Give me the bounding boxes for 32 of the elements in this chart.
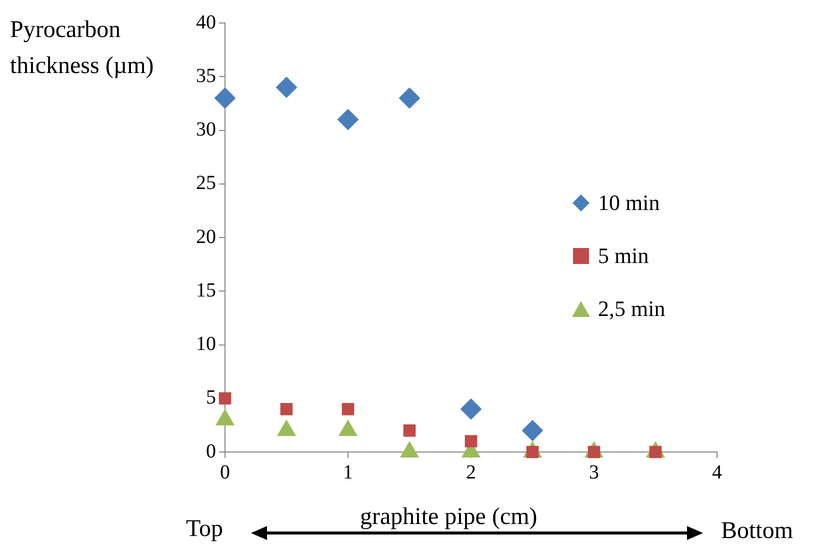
x-tick-label: 2 xyxy=(466,461,476,484)
y-tick-label: 40 xyxy=(196,11,216,34)
x-tick-label: 3 xyxy=(589,461,599,484)
x-tick-label: 4 xyxy=(712,461,722,484)
text: Top xyxy=(186,516,223,543)
legend-label: 2,5 min xyxy=(598,296,666,322)
y-tick-label: 0 xyxy=(206,440,216,462)
point xyxy=(276,76,297,98)
point xyxy=(338,109,358,130)
point xyxy=(280,402,293,416)
legend-label: 10 min xyxy=(598,190,660,216)
x-tick-label: 1 xyxy=(343,461,353,484)
y-axis-title: Pyrocarbon thickness (µm) xyxy=(10,16,155,81)
point xyxy=(214,88,236,109)
legend-label: 5 min xyxy=(598,242,649,268)
point xyxy=(399,88,420,109)
y-tick-label: 10 xyxy=(196,333,216,355)
y-tick-label: 25 xyxy=(196,172,216,194)
text: Bottom xyxy=(721,518,794,545)
point xyxy=(464,435,478,448)
y-tick-label: 20 xyxy=(196,226,216,248)
point xyxy=(342,402,354,416)
y-tick-label: 30 xyxy=(196,118,216,140)
y-tick-label: 15 xyxy=(196,279,216,302)
y-tick-label: 35 xyxy=(196,64,216,87)
x-axis-title: graphite pipe (cm) xyxy=(360,504,538,531)
y-tick-label: 5 xyxy=(206,386,216,409)
point xyxy=(460,398,482,420)
point xyxy=(403,424,416,437)
x-tick-label: 0 xyxy=(220,461,230,484)
point xyxy=(218,392,232,405)
point xyxy=(522,420,543,442)
